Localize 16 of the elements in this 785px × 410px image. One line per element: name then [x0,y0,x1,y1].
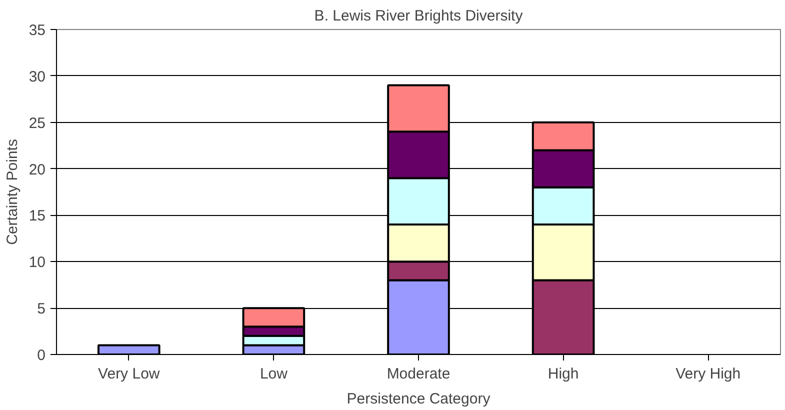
x-tick-label: Very Low [98,366,160,382]
y-tick-label: 10 [28,254,46,272]
y-axis-title: Certainty Points [4,139,21,245]
x-tick-label: Low [260,366,288,382]
y-tick-label: 0 [37,347,46,364]
x-tick-label: High [548,366,579,382]
x-axis-title: Persistence Category [346,390,491,408]
x-tick-label: Moderate [386,366,450,382]
y-tick-label: 5 [37,300,46,318]
y-tick-label: 35 [28,22,46,39]
y-tick-label: 15 [28,208,46,225]
x-tick-label: Very High [676,366,741,382]
chart-title: B. Lewis River Brights Diversity [314,8,524,24]
y-tick-label: 30 [28,68,46,86]
y-tick-label: 25 [28,114,46,132]
y-tick-label: 20 [28,161,46,178]
